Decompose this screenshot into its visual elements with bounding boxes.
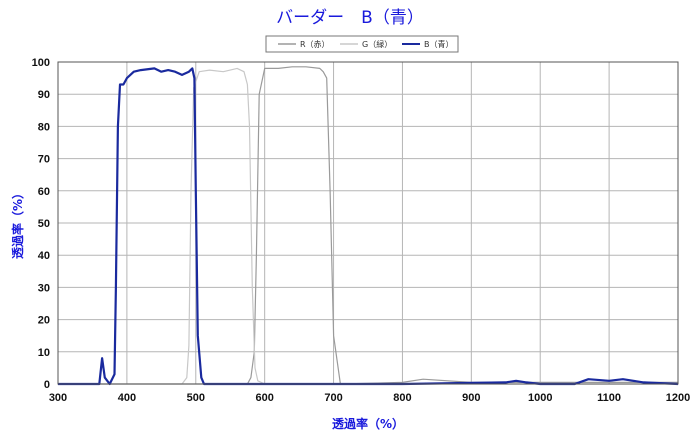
grid-lines [57, 61, 679, 385]
x-axis-title: 透過率（%） [332, 416, 404, 431]
y-tick-label: 80 [38, 121, 50, 133]
series-layer [58, 66, 679, 386]
y-tick-label: 0 [44, 379, 50, 391]
y-tick-label: 50 [38, 218, 50, 230]
y-tick-labels: 0 10 20 30 40 50 60 70 80 90 100 [32, 57, 50, 391]
y-tick-label: 40 [38, 250, 50, 262]
legend-label-3: B（青） [424, 39, 454, 49]
y-axis-title: 透過率（%） [10, 187, 25, 259]
x-tick-label: 1200 [666, 392, 690, 404]
x-tick-label: 400 [118, 392, 136, 404]
legend: R（赤） G（緑） B（青） [265, 35, 459, 53]
legend-label-2: G（緑） [362, 39, 392, 49]
series-line-2 [58, 67, 678, 385]
x-tick-label: 600 [255, 392, 273, 404]
legend-frame [265, 35, 459, 53]
y-tick-label: 70 [38, 154, 50, 166]
x-tick-labels: 300 400 500 600 700 800 900 1000 1100 1200 [49, 392, 690, 404]
x-tick-label: 1000 [528, 392, 552, 404]
x-tick-label: 900 [462, 392, 480, 404]
series-line-1 [58, 66, 678, 385]
plot-frame [57, 61, 679, 385]
y-tick-label: 10 [38, 347, 50, 359]
x-tick-label: 800 [393, 392, 411, 404]
y-tick-label: 60 [38, 186, 50, 198]
series-line-3 [58, 67, 679, 386]
y-tick-label: 90 [38, 89, 50, 101]
chart-title: バーダー B（青） [276, 8, 424, 28]
y-tick-label: 100 [32, 57, 50, 69]
y-tick-label: 20 [38, 315, 50, 327]
x-tick-label: 300 [49, 392, 67, 404]
legend-label-1: R（赤） [300, 40, 330, 49]
y-tick-label: 30 [38, 282, 50, 294]
x-tick-label: 500 [187, 392, 205, 404]
x-tick-label: 1100 [597, 392, 621, 404]
x-tick-label: 700 [324, 392, 342, 404]
